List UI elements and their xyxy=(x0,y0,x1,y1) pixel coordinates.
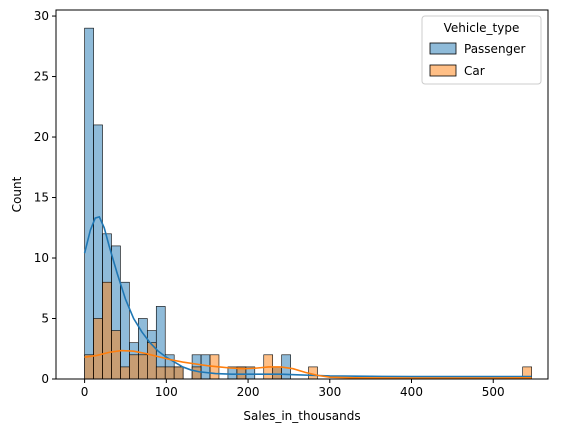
y-tick-label: 25 xyxy=(34,70,49,84)
legend-swatch-car xyxy=(429,64,457,77)
bar-car-6 xyxy=(138,354,148,380)
bar-car-2 xyxy=(102,281,112,380)
bar-car-5 xyxy=(129,354,139,380)
x-tick-label: 200 xyxy=(237,385,260,399)
bar-car-3 xyxy=(111,330,121,380)
kde-curve-car xyxy=(84,349,532,379)
bar-car-11 xyxy=(191,366,202,380)
bar-car-8 xyxy=(155,366,166,380)
legend-label-car: Car xyxy=(464,64,485,78)
y-tick-label: 10 xyxy=(34,251,49,265)
bar-car-4 xyxy=(120,366,130,380)
axes-layer: 0 100 200 300 400 500 0 5 10 15 20 25 30 xyxy=(34,9,549,399)
kde-layer xyxy=(83,215,532,379)
legend: Vehicle_type Passenger Car xyxy=(421,15,542,85)
legend-swatch-passenger xyxy=(429,42,457,55)
y-tick-label: 15 xyxy=(34,191,49,205)
bars-layer xyxy=(84,27,532,380)
bar-passenger-0 xyxy=(84,27,94,380)
y-tick-label: 5 xyxy=(41,312,49,326)
x-tick-label: 300 xyxy=(318,385,341,399)
plot-frame xyxy=(55,9,549,380)
y-tick-label: 20 xyxy=(34,130,49,144)
bar-car-15 xyxy=(272,366,282,380)
y-axis-title: Count xyxy=(10,176,24,212)
bar-car-10 xyxy=(173,366,184,380)
bar-car-9 xyxy=(164,366,175,380)
x-tick-label: 0 xyxy=(81,385,89,399)
bar-passenger-12 xyxy=(200,354,211,380)
x-tick-label: 500 xyxy=(482,385,505,399)
x-axis-title: Sales_in_thousands xyxy=(243,409,360,423)
legend-title: Vehicle_type xyxy=(444,21,520,35)
y-tick-label: 30 xyxy=(34,9,49,23)
x-tick-label: 100 xyxy=(155,385,178,399)
x-tick-label: 400 xyxy=(400,385,423,399)
bar-car-1 xyxy=(93,318,103,380)
legend-label-passenger: Passenger xyxy=(464,42,526,56)
kde-curve-passenger xyxy=(83,215,532,378)
bar-car-0 xyxy=(84,354,94,380)
y-tick-label: 0 xyxy=(41,372,49,386)
